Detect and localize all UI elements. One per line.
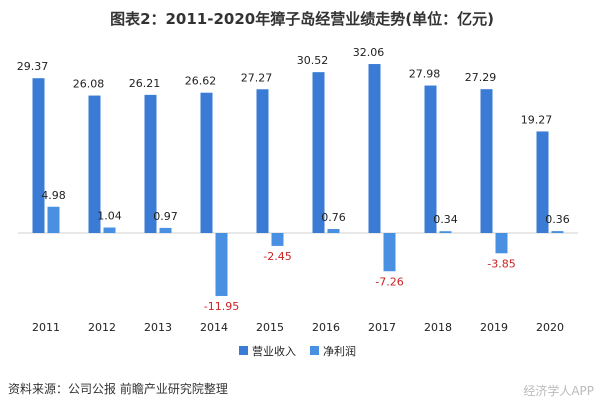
net-profit-bar — [271, 233, 284, 246]
net-profit-bar — [551, 231, 564, 233]
revenue-value-label: 27.98 — [409, 68, 441, 81]
revenue-value-label: 26.21 — [129, 77, 161, 90]
year-tick-label: 2016 — [312, 321, 340, 334]
revenue-bar — [536, 131, 549, 233]
legend-label: 营业收入 — [252, 344, 296, 358]
net-profit-value-label: -2.45 — [263, 250, 291, 263]
year-tick-label: 2015 — [256, 321, 284, 334]
year-tick-label: 2020 — [536, 321, 564, 334]
net-profit-bar — [327, 228, 340, 233]
revenue-value-label: 26.08 — [73, 78, 105, 91]
net-profit-bar — [495, 233, 508, 254]
net-profit-value-label: -11.95 — [204, 300, 239, 313]
net-profit-value-label: -7.26 — [375, 275, 403, 288]
revenue-value-label: 26.62 — [185, 75, 217, 88]
year-tick-label: 2014 — [200, 321, 228, 334]
net-profit-bar — [215, 233, 228, 296]
year-tick-label: 2019 — [480, 321, 508, 334]
revenue-bar — [368, 64, 381, 234]
revenue-value-label: 27.27 — [241, 71, 273, 84]
net-profit-bar — [383, 233, 396, 272]
net-profit-bar — [47, 206, 60, 233]
net-profit-bar — [103, 227, 116, 233]
footer-mark: 经济学人APP — [523, 384, 594, 398]
legend-swatch — [239, 346, 248, 355]
year-tick-label: 2013 — [144, 321, 172, 334]
source-note: 资料来源：公司公报 前瞻产业研究院整理 — [8, 382, 228, 396]
net-profit-value-label: -3.85 — [487, 257, 515, 270]
net-profit-value-label: 1.04 — [97, 210, 122, 223]
year-tick-label: 2011 — [32, 321, 60, 334]
revenue-value-label: 32.06 — [353, 46, 385, 59]
revenue-bar — [144, 94, 157, 234]
revenue-value-label: 19.27 — [521, 113, 553, 126]
net-profit-value-label: 0.97 — [153, 210, 178, 223]
year-tick-label: 2012 — [88, 321, 116, 334]
revenue-value-label: 30.52 — [297, 54, 329, 67]
revenue-value-label: 27.29 — [465, 71, 497, 84]
revenue-bar — [32, 78, 45, 234]
year-tick-label: 2018 — [424, 321, 452, 334]
net-profit-bar — [159, 227, 172, 233]
legend-swatch — [310, 346, 319, 355]
legend-label: 净利润 — [323, 344, 356, 358]
chart-title: 图表2：2011-2020年獐子岛经营业绩走势(单位：亿元) — [110, 10, 494, 28]
net-profit-bar — [439, 231, 452, 233]
year-tick-label: 2017 — [368, 321, 396, 334]
net-profit-value-label: 0.36 — [545, 213, 570, 226]
net-profit-value-label: 4.98 — [41, 189, 66, 202]
revenue-bar — [312, 72, 325, 233]
revenue-bar — [88, 95, 101, 233]
revenue-bar — [256, 89, 269, 233]
revenue-bar — [480, 89, 493, 233]
revenue-bar — [424, 85, 437, 233]
net-profit-value-label: 0.34 — [433, 213, 458, 226]
revenue-bar — [200, 92, 213, 233]
net-profit-value-label: 0.76 — [321, 211, 346, 224]
revenue-value-label: 29.37 — [17, 60, 49, 73]
